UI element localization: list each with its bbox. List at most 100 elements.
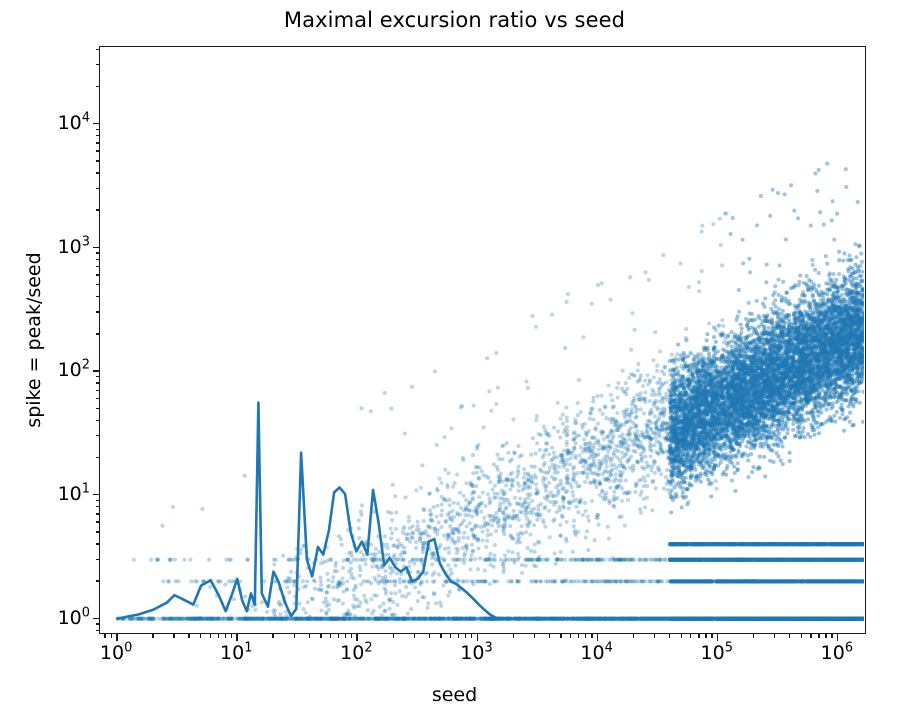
tick-mark	[95, 209, 99, 211]
tick-mark	[457, 634, 460, 638]
tick-mark	[95, 407, 99, 409]
tick-mark	[690, 634, 692, 638]
tick-mark	[272, 634, 274, 638]
tick-mark	[95, 623, 99, 625]
tick-mark	[591, 634, 593, 638]
tick-mark	[698, 634, 700, 638]
plot-svg	[115, 161, 864, 621]
tick-mark	[95, 456, 99, 459]
tick-mark	[95, 252, 99, 254]
x-tick-label: 103	[460, 640, 493, 664]
tick-mark	[95, 150, 99, 152]
x-tick-label: 101	[220, 640, 253, 664]
y-tick-label: 102	[57, 358, 90, 382]
tick-mark	[95, 521, 99, 523]
tick-mark	[95, 64, 99, 66]
tick-mark	[188, 634, 190, 638]
tick-mark	[337, 634, 340, 638]
tick-mark	[471, 634, 473, 638]
tick-mark	[632, 634, 635, 638]
tick-mark	[810, 634, 812, 638]
tick-mark	[95, 513, 99, 515]
tick-mark	[476, 634, 478, 641]
tick-mark	[752, 634, 755, 638]
tick-mark	[329, 634, 332, 638]
tick-mark	[95, 419, 99, 421]
tick-mark	[92, 370, 99, 372]
tick-mark	[449, 634, 452, 638]
x-axis-label: seed	[431, 684, 478, 706]
tick-mark	[560, 634, 562, 638]
tick-mark	[428, 634, 431, 638]
tick-mark	[293, 634, 295, 638]
tick-mark	[825, 634, 827, 638]
tick-mark	[95, 580, 99, 582]
tick-mark	[95, 283, 99, 286]
tick-mark	[110, 634, 113, 638]
tick-mark	[95, 172, 99, 174]
tick-mark	[836, 634, 839, 641]
tick-mark	[95, 295, 99, 298]
tick-mark	[584, 634, 587, 638]
tick-mark	[95, 142, 99, 144]
x-tick-label: 100	[99, 640, 133, 664]
tick-mark	[356, 634, 358, 641]
tick-mark	[95, 505, 99, 508]
tick-mark	[95, 382, 99, 384]
x-tick-label: 104	[580, 640, 613, 664]
tick-mark	[308, 634, 310, 638]
y-axis-label: spike = peak/seed	[23, 252, 45, 428]
tick-mark	[95, 187, 99, 190]
tick-mark	[831, 634, 833, 638]
tick-mark	[95, 160, 99, 162]
x-tick-label: 102	[340, 640, 373, 664]
tick-mark	[464, 634, 467, 638]
tick-mark	[95, 128, 99, 131]
tick-mark	[774, 634, 776, 638]
tick-mark	[224, 634, 226, 638]
tick-mark	[230, 634, 233, 638]
tick-mark	[392, 634, 394, 638]
tick-mark	[92, 246, 99, 249]
line-series	[115, 401, 840, 620]
tick-mark	[95, 397, 99, 400]
x-tick-label: 106	[820, 640, 854, 664]
y-tick-label: 101	[57, 481, 90, 505]
tick-mark	[95, 629, 99, 632]
tick-mark	[533, 634, 536, 638]
tick-mark	[200, 634, 202, 638]
tick-mark	[548, 634, 551, 638]
tick-mark	[95, 543, 99, 545]
tick-mark	[173, 634, 175, 638]
tick-mark	[344, 634, 347, 638]
tick-mark	[578, 634, 580, 638]
tick-mark	[92, 617, 99, 620]
tick-mark	[512, 634, 515, 638]
tick-mark	[209, 634, 211, 638]
tick-mark	[320, 634, 322, 638]
tick-mark	[596, 634, 599, 641]
tick-mark	[95, 376, 99, 378]
tick-mark	[413, 634, 416, 638]
tick-mark	[217, 634, 220, 638]
tick-mark	[711, 634, 713, 638]
y-tick-label: 103	[57, 234, 90, 258]
tick-mark	[116, 634, 118, 641]
tick-mark	[569, 634, 572, 638]
tick-mark	[95, 258, 99, 261]
tick-mark	[92, 494, 99, 496]
tick-mark	[104, 634, 106, 638]
tick-mark	[668, 634, 671, 638]
plot-area	[99, 46, 866, 634]
tick-mark	[818, 634, 820, 638]
tick-mark	[95, 558, 99, 561]
tick-mark	[95, 333, 99, 335]
tick-mark	[92, 123, 99, 125]
tick-mark	[152, 634, 154, 638]
x-tick-label: 105	[700, 640, 733, 664]
y-tick-label: 100	[57, 605, 90, 629]
tick-mark	[95, 311, 99, 313]
tick-mark	[95, 48, 99, 50]
tick-mark	[716, 634, 719, 641]
tick-mark	[95, 389, 99, 391]
